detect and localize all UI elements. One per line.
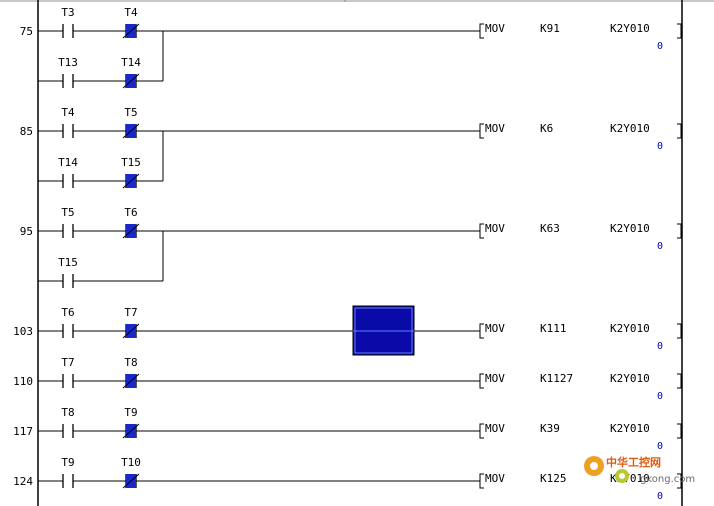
contact-label: T7 — [61, 356, 74, 369]
contact-label: T8 — [124, 356, 137, 369]
contact-label: T3 — [61, 6, 74, 19]
instruction-op: MOV — [485, 472, 505, 485]
step-number: 117 — [13, 425, 33, 438]
rung[interactable]: 95 T5 T6 T15 MOV K63 K2Y010 0 — [20, 206, 682, 288]
contact-label: T4 — [124, 6, 138, 19]
rung[interactable]: 103 T6 T7 MOV K111 K2Y010 0 — [13, 305, 682, 356]
no-contact-t3[interactable]: T3 — [61, 6, 75, 38]
step-number: 110 — [13, 375, 33, 388]
mov-instruction[interactable]: MOV K91 K2Y010 0 — [479, 22, 682, 52]
no-contact-t4[interactable]: T4 — [61, 106, 75, 138]
nc-contact-t5[interactable]: T5 — [122, 106, 140, 139]
no-contact-t14[interactable]: T14 — [58, 156, 78, 188]
contact-label: T9 — [124, 406, 137, 419]
instruction-src: K39 — [540, 422, 560, 435]
mov-instruction[interactable]: MOV K111 K2Y010 0 — [479, 322, 682, 352]
contact-label: T6 — [61, 306, 74, 319]
nc-contact-t14[interactable]: T14 — [121, 56, 141, 89]
instruction-op: MOV — [485, 322, 505, 335]
contact-label: T8 — [61, 406, 74, 419]
step-number: 103 — [13, 325, 33, 338]
no-contact-t8[interactable]: T8 — [61, 406, 75, 438]
nc-contact-t6[interactable]: T6 — [122, 206, 140, 239]
nc-contact-t8[interactable]: T8 — [122, 356, 140, 389]
instruction-op: MOV — [485, 222, 505, 235]
no-contact-t9[interactable]: T9 — [61, 456, 75, 488]
rung[interactable]: 117 T8 T9 MOV K39 K2Y010 0 — [13, 406, 682, 452]
monitor-value: 0 — [657, 491, 663, 502]
instruction-dst: K2Y010 — [610, 322, 650, 335]
gear-icon — [584, 456, 604, 476]
no-contact-t6[interactable]: T6 — [61, 306, 75, 338]
instruction-dst: K2Y010 — [610, 372, 650, 385]
contact-label: T5 — [61, 206, 74, 219]
contact-label: T14 — [121, 56, 141, 69]
contact-label: T13 — [58, 56, 78, 69]
monitor-value: 0 — [657, 141, 663, 152]
instruction-src: K91 — [540, 22, 560, 35]
instruction-src: K125 — [540, 472, 567, 485]
watermark-url: gkong.com — [640, 474, 695, 485]
cursor-selection[interactable] — [352, 305, 415, 356]
no-contact-t5[interactable]: T5 — [61, 206, 75, 238]
instruction-dst: K2Y010 — [610, 422, 650, 435]
contact-label: T6 — [124, 206, 137, 219]
instruction-src: K6 — [540, 122, 553, 135]
contact-label: T15 — [58, 256, 78, 269]
nc-contact-t10[interactable]: T10 — [121, 456, 141, 489]
instruction-op: MOV — [485, 372, 505, 385]
instruction-dst: K2Y010 — [610, 222, 650, 235]
contact-label: T9 — [61, 456, 74, 469]
nc-contact-t9[interactable]: T9 — [122, 406, 140, 439]
monitor-value: 0 — [657, 241, 663, 252]
step-number: 124 — [13, 475, 33, 488]
rung[interactable]: 75 T3 T4 T13 T14 MOV K91 K2Y010 0 — [20, 6, 682, 89]
monitor-value: 0 — [657, 341, 663, 352]
top-strip — [0, 0, 714, 2]
instruction-src: K111 — [540, 322, 567, 335]
no-contact-t15[interactable]: T15 — [58, 256, 78, 288]
monitor-value: 0 — [657, 441, 663, 452]
nc-contact-t4[interactable]: T4 — [122, 6, 140, 39]
contact-label: T14 — [58, 156, 78, 169]
nc-contact-t7[interactable]: T7 — [122, 306, 140, 339]
rung[interactable]: 85 T4 T5 T14 T15 MOV K6 K2Y010 0 — [20, 106, 682, 189]
instruction-op: MOV — [485, 422, 505, 435]
nc-contact-t15[interactable]: T15 — [121, 156, 141, 189]
contact-label: T4 — [61, 106, 75, 119]
contact-label: T15 — [121, 156, 141, 169]
instruction-src: K1127 — [540, 372, 573, 385]
instruction-dst: K2Y010 — [610, 22, 650, 35]
step-number: 95 — [20, 225, 33, 238]
step-number: 85 — [20, 125, 33, 138]
gear-icon-small — [615, 469, 629, 483]
contact-label: T10 — [121, 456, 141, 469]
instruction-op: MOV — [485, 22, 505, 35]
step-number: 75 — [20, 25, 33, 38]
mov-instruction[interactable]: MOV K39 K2Y010 0 — [479, 422, 682, 452]
no-contact-t7[interactable]: T7 — [61, 356, 75, 388]
contact-label: T5 — [124, 106, 137, 119]
watermark-text: 中华工控网 — [606, 455, 661, 469]
no-contact-t13[interactable]: T13 — [58, 56, 78, 88]
watermark: 中华工控网 gkong.com — [584, 455, 695, 485]
instruction-src: K63 — [540, 222, 560, 235]
mov-instruction[interactable]: MOV K1127 K2Y010 0 — [479, 372, 682, 402]
monitor-value: 0 — [657, 41, 663, 52]
contact-label: T7 — [124, 306, 137, 319]
mov-instruction[interactable]: MOV K6 K2Y010 0 — [479, 122, 682, 152]
instruction-dst: K2Y010 — [610, 122, 650, 135]
mov-instruction[interactable]: MOV K63 K2Y010 0 — [479, 222, 682, 252]
monitor-value: 0 — [657, 391, 663, 402]
rung[interactable]: 110 T7 T8 MOV K1127 K2Y010 0 — [13, 356, 682, 402]
instruction-op: MOV — [485, 122, 505, 135]
